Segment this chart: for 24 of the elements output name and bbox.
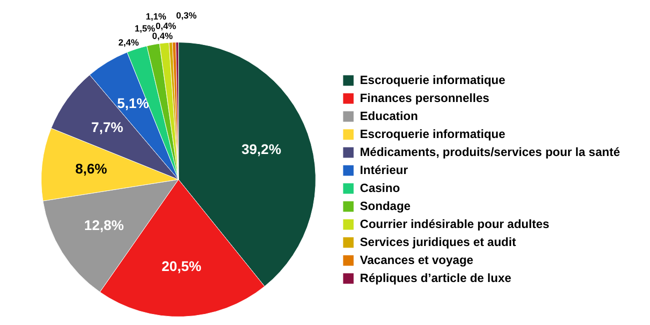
- legend-label: Médicaments, produits/services pour la santé: [360, 144, 620, 159]
- data-label: 8,6%: [75, 160, 108, 176]
- data-label: 20,5%: [162, 258, 202, 274]
- legend-label: Casino: [360, 180, 400, 195]
- legend-label: Vacances et voyage: [360, 252, 474, 267]
- data-label: 1,1%: [146, 12, 166, 22]
- legend-label: Escroquerie informatique: [360, 72, 506, 87]
- legend-label: Sondage: [360, 198, 411, 213]
- data-label: 0,3%: [176, 10, 197, 21]
- data-label: 0,4%: [156, 20, 176, 31]
- data-label: 7,7%: [91, 118, 124, 135]
- data-label: 1,5%: [134, 23, 156, 34]
- legend-label: Courrier indésirable pour adultes: [360, 216, 550, 231]
- legend-label: Finances personnelles: [360, 90, 490, 105]
- legend-label: Répliques d’article de luxe: [360, 270, 512, 285]
- legend-label: Intérieur: [360, 162, 408, 177]
- legend-label: Services juridiques et audit: [360, 234, 516, 249]
- data-label: 0,4%: [152, 30, 173, 41]
- data-label: 5,1%: [117, 95, 150, 112]
- data-label: 2,4%: [118, 37, 139, 48]
- legend-label: Escroquerie informatique: [360, 126, 506, 141]
- data-label: 39,2%: [241, 141, 282, 158]
- legend-label: Education: [360, 108, 418, 123]
- data-label: 12,8%: [84, 216, 124, 233]
